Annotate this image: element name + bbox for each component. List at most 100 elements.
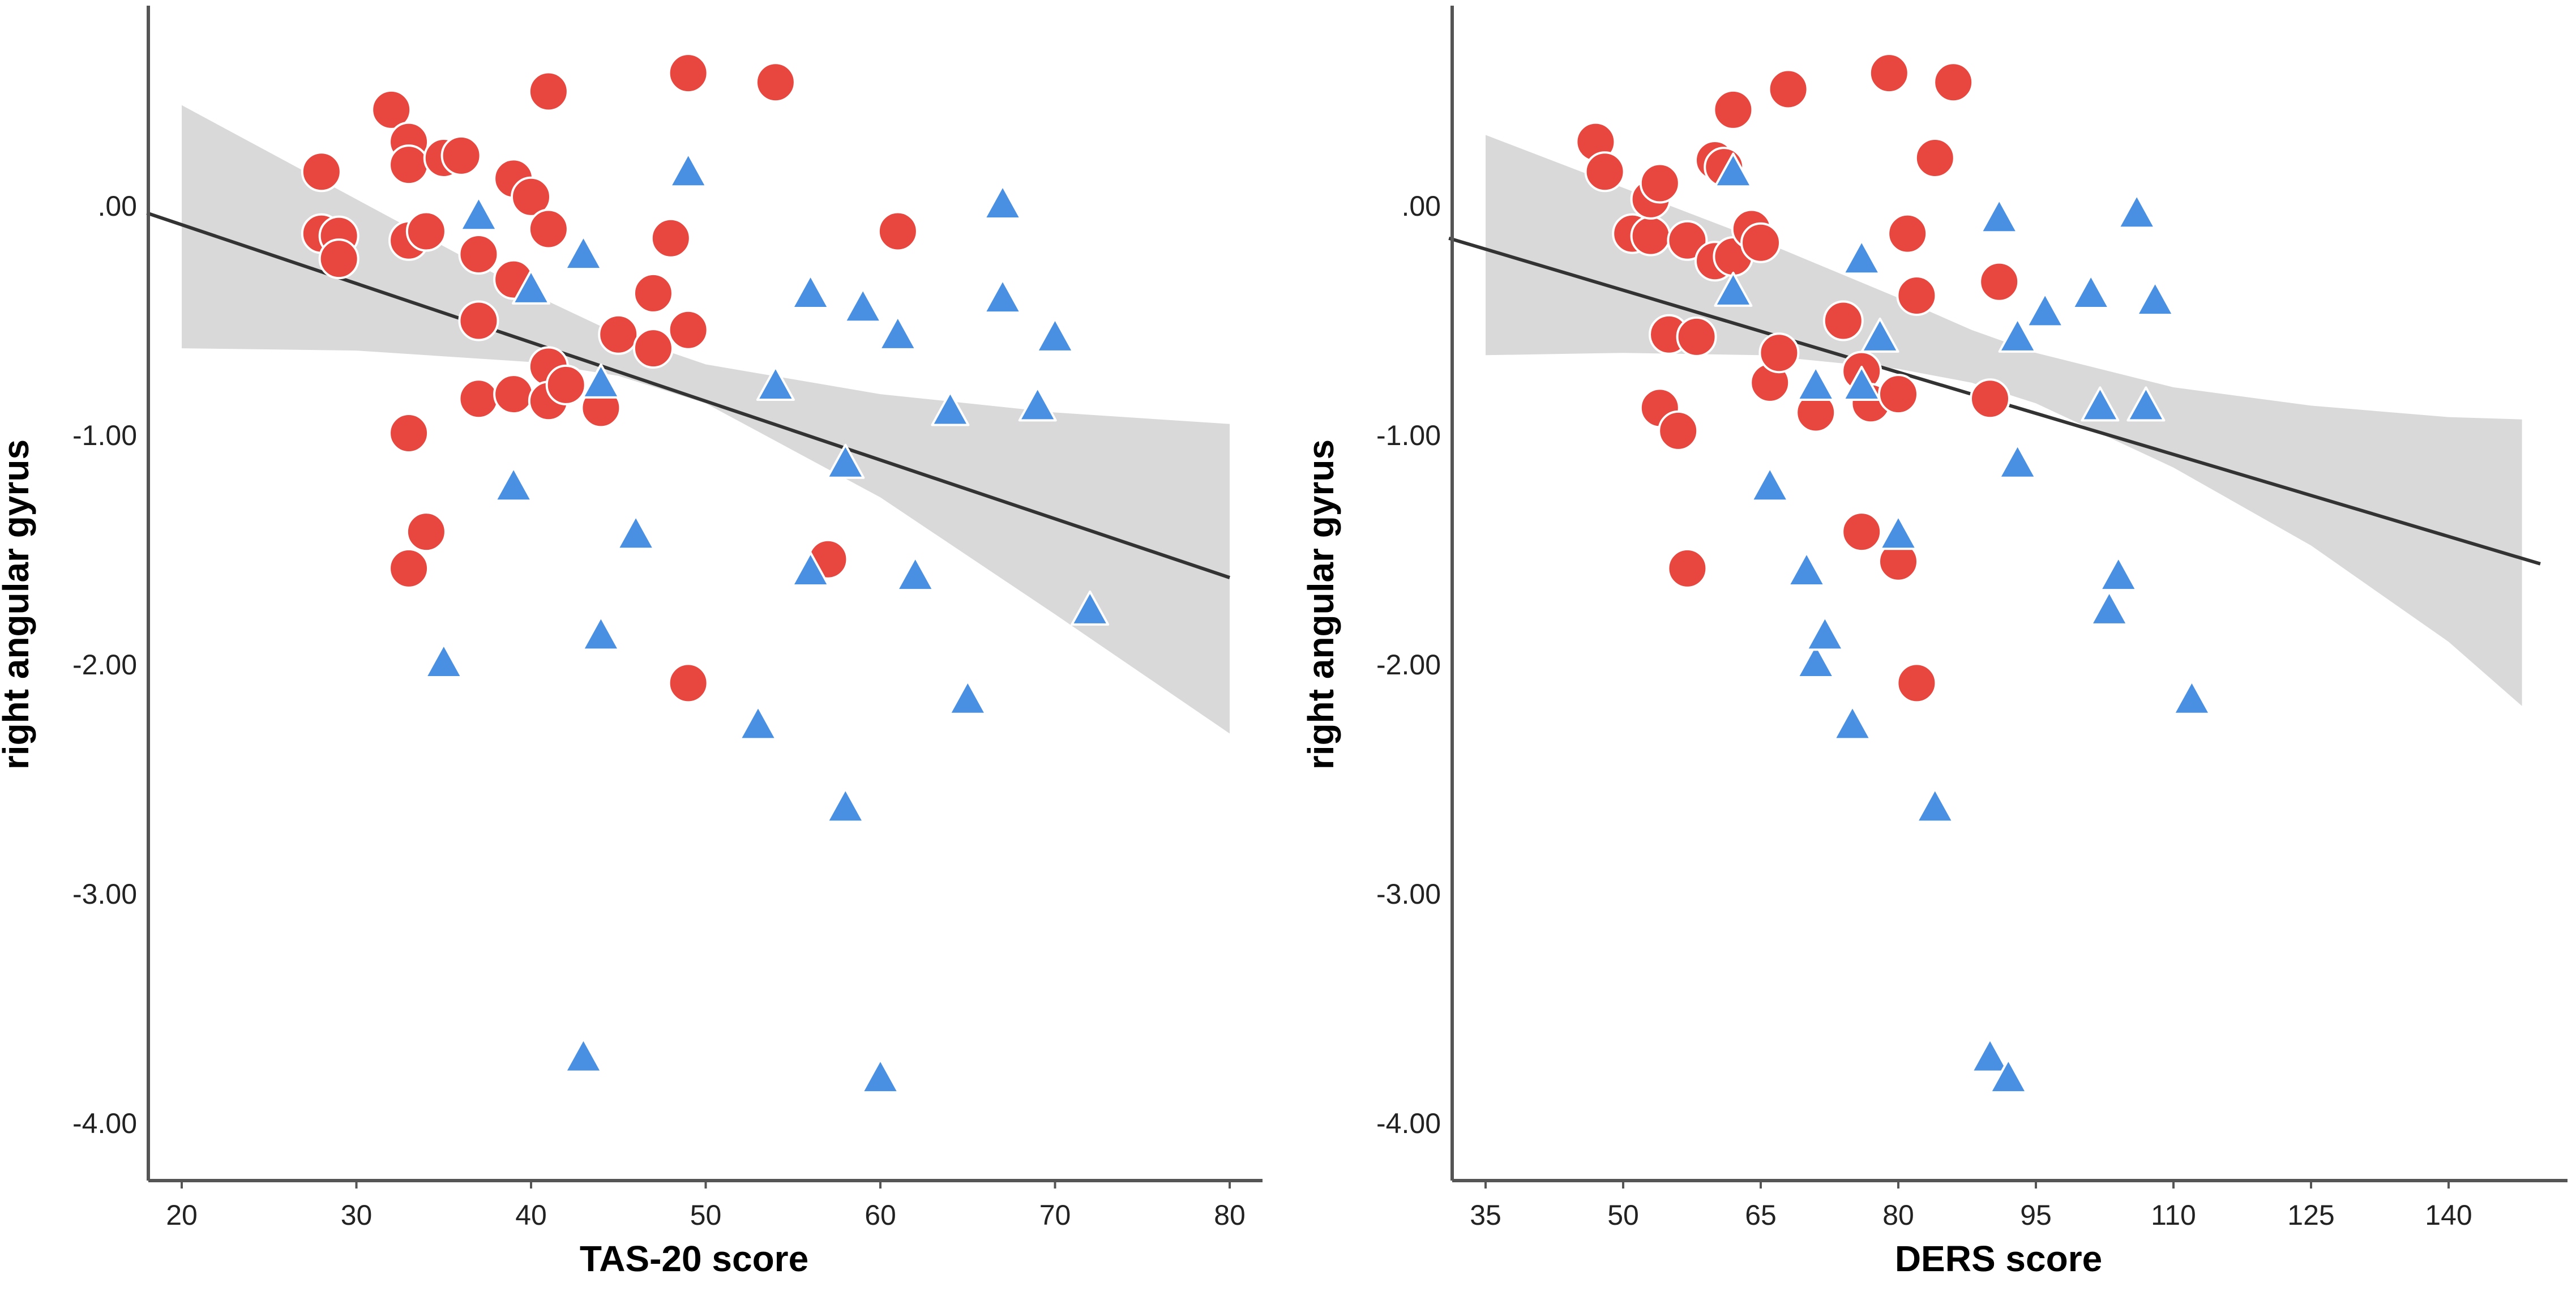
triangle-point [1714, 152, 1753, 188]
circle-point [1584, 151, 1625, 193]
circle-point [1713, 89, 1754, 130]
triangle-point [756, 366, 795, 401]
panel-ders: 35 50 65 80 95 110 125 140 .00 -1.00 -2.00 -3.00 -4.… [1300, 6, 2568, 1279]
y-tick-label: -3.00 [1376, 878, 1441, 910]
triangle-point [2126, 386, 2166, 422]
triangle-point [2117, 194, 2156, 229]
triangle-point [459, 196, 498, 232]
triangle-point [1035, 317, 1075, 353]
triangle-point [564, 1037, 603, 1073]
triangle-point [878, 315, 917, 350]
circle-point [755, 62, 796, 103]
x-tick-label: 35 [1470, 1199, 1501, 1231]
triangle-point [1018, 386, 1057, 422]
y-tick-label: -4.00 [72, 1108, 137, 1139]
triangle-point [2081, 386, 2120, 422]
circle-point [1896, 275, 1937, 316]
triangle-point [948, 679, 987, 715]
triangle-point [494, 467, 533, 502]
triangle-point [844, 288, 883, 323]
circle-point [493, 374, 534, 415]
circle-point [1768, 69, 1809, 110]
circle-point [545, 364, 587, 405]
triangle-point [424, 643, 463, 678]
y-tick-label: -3.00 [72, 878, 137, 910]
triangle-point [791, 274, 830, 309]
circle-point [1896, 662, 1937, 704]
triangle-point [2099, 556, 2138, 592]
x-tick-label: 125 [2287, 1199, 2334, 1231]
circle-point [528, 71, 569, 112]
x-tick-label: 65 [1745, 1199, 1777, 1231]
triangle-point [617, 515, 656, 550]
circle-point [458, 378, 499, 420]
x-tick-label: 50 [690, 1199, 722, 1231]
triangle-point [1796, 366, 1835, 401]
triangle-point [861, 1058, 900, 1094]
y-tick-label: .00 [1401, 190, 1441, 222]
triangle-point [2026, 292, 2065, 328]
circle-point [1658, 410, 1699, 451]
triangle-point [826, 443, 865, 479]
triangle-point [1805, 615, 1845, 651]
triangle-point [931, 391, 970, 426]
confidence-band [182, 105, 1230, 734]
circle-point [388, 548, 430, 589]
triangle-point [2072, 274, 2111, 309]
x-tick-label: 30 [341, 1199, 373, 1231]
circle-point [1841, 511, 1882, 553]
triangle-point [1833, 705, 1872, 741]
triangle-point [2136, 281, 2175, 317]
triangle-point [1971, 1037, 2009, 1073]
circle-point [405, 211, 447, 252]
circle-point [632, 328, 674, 369]
y-axis-title: right angular gyrus [0, 439, 36, 770]
circle-point [1676, 316, 1717, 357]
triangle-point [1860, 317, 1899, 353]
x-tick-label: 80 [1214, 1199, 1246, 1231]
triangle-point [1980, 198, 2019, 234]
circle-point [1630, 215, 1671, 257]
triangle-point [1751, 467, 1790, 502]
x-tick-label: 95 [2020, 1199, 2052, 1231]
x-tick-label: 110 [2151, 1199, 2196, 1231]
circle-point [598, 314, 639, 355]
triangle-point [564, 235, 603, 271]
triangle-point [1998, 443, 2037, 479]
triangle-point [896, 556, 935, 592]
circle-point [1887, 213, 1928, 254]
circle-point [388, 412, 430, 454]
triangle-point [2090, 590, 2129, 626]
circle-point [1639, 163, 1680, 204]
circle-point [301, 151, 342, 193]
triangle-point [1879, 515, 1918, 550]
triangle-point [581, 615, 621, 651]
triangle-point [512, 269, 550, 305]
triangle-point [1989, 1058, 2028, 1094]
triangle-point [983, 185, 1022, 220]
circle-point [1758, 332, 1800, 374]
x-tick-label: 40 [515, 1199, 547, 1231]
circle-point [667, 662, 709, 704]
regression-line [146, 211, 1230, 579]
y-axis-title: right angular gyrus [1300, 439, 1341, 770]
triangle-point [1842, 240, 1881, 275]
circle-point [511, 176, 551, 217]
circle-point [632, 272, 674, 314]
y-tick-label: -2.00 [72, 649, 137, 681]
triangle-point [1915, 788, 1954, 823]
panel-tas20: 20 30 40 50 60 70 80 .00 -1.00 -2.00 -3.00 -4.00 TAS… [0, 6, 1263, 1279]
y-tick-label: -2.00 [1376, 649, 1441, 681]
circle-point [1933, 62, 1974, 103]
y-tick-label: -4.00 [1376, 1108, 1441, 1139]
triangle-point [1842, 366, 1881, 401]
circle-point [1667, 220, 1708, 261]
circle-point [667, 309, 709, 350]
x-tick-label: 80 [1882, 1199, 1914, 1231]
triangle-point [791, 552, 830, 587]
circle-point [1914, 137, 1955, 178]
circle-point [1878, 374, 1919, 415]
y-tick-label: .00 [97, 190, 137, 222]
triangle-point [1714, 271, 1753, 307]
